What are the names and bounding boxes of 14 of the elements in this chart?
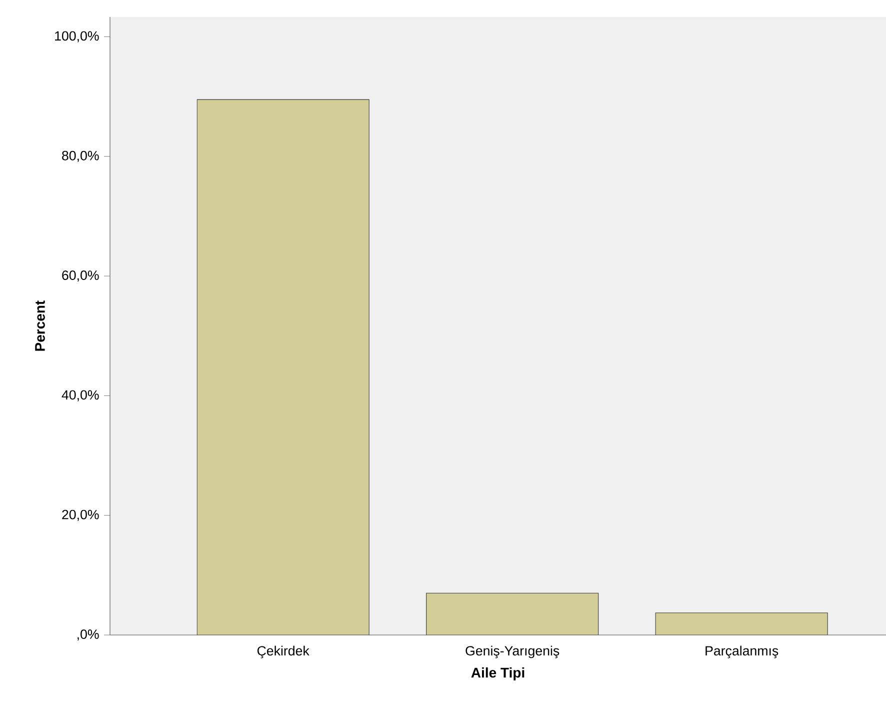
- bar: [196, 99, 370, 635]
- y-axis-title: Percent: [35, 300, 45, 351]
- y-tick-label: 100,0%: [55, 31, 99, 42]
- y-tick-label: 80,0%: [62, 150, 99, 162]
- x-tick-label: Geniş-Yarıgeniş: [466, 646, 560, 658]
- y-tick-label: 40,0%: [62, 390, 99, 402]
- x-axis-title: Aile Tipi: [471, 667, 524, 680]
- y-tick-label: 20,0%: [62, 510, 99, 521]
- y-tick-label: 60,0%: [62, 270, 99, 282]
- x-tick-label: Çekirdek: [257, 646, 310, 658]
- x-tick-label: Parçalanmış: [706, 646, 778, 658]
- bar: [655, 612, 828, 635]
- bar: [426, 592, 599, 635]
- y-tick-label: ,0%: [78, 629, 99, 641]
